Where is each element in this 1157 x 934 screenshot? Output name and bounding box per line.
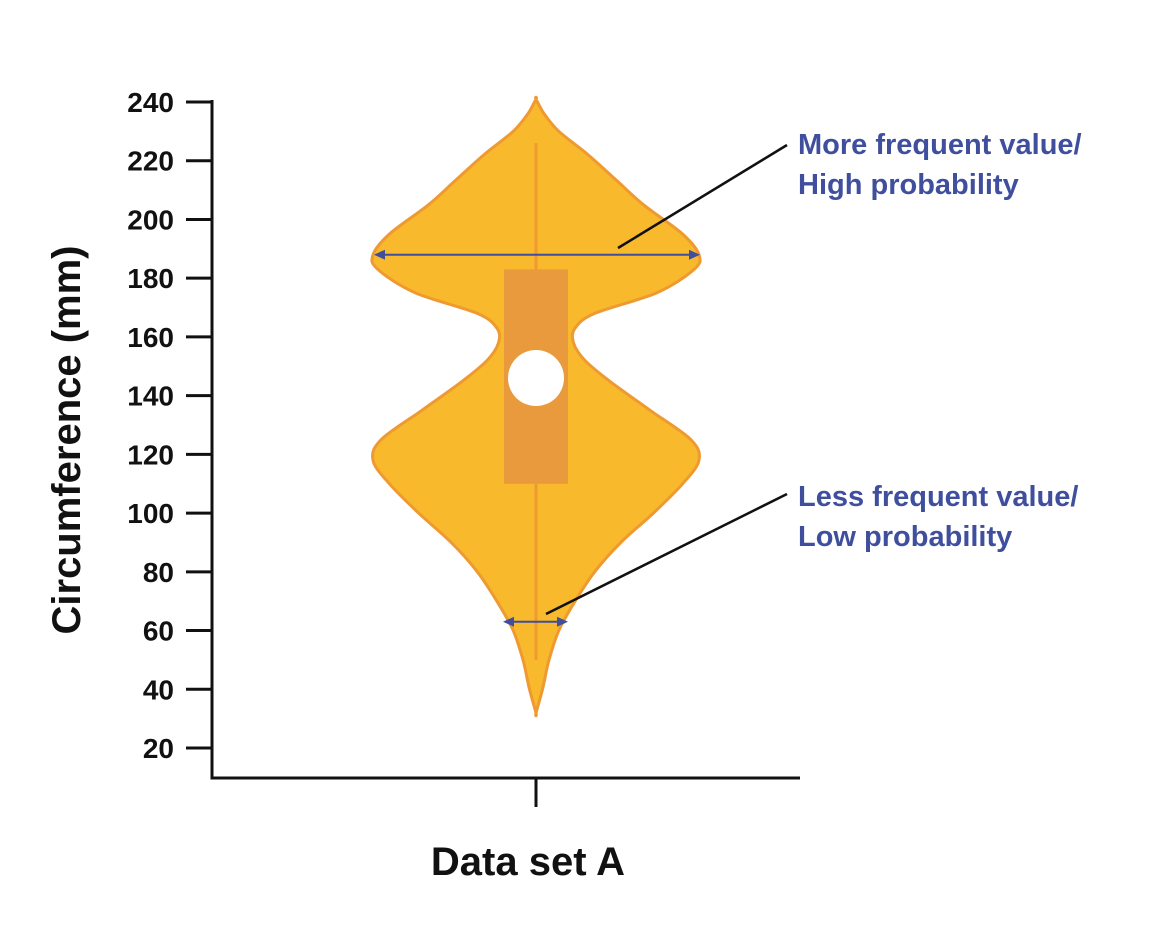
- leader-line-high: [617, 143, 788, 250]
- annotation-high-line2: High probability: [798, 169, 1019, 201]
- y-tick-label: 160: [127, 322, 174, 353]
- median-dot: [508, 350, 564, 407]
- arrow-head-right: [689, 249, 700, 260]
- y-tick-label: 100: [127, 498, 174, 529]
- leader-line-low: [545, 492, 788, 616]
- arrow-head-left: [374, 249, 385, 260]
- violin-group: [370, 95, 702, 718]
- y-tick-label: 40: [143, 674, 174, 705]
- arrow-head-right: [557, 616, 568, 627]
- annotation-high-line1: More frequent value/: [798, 129, 1082, 161]
- y-tick-label: 80: [143, 557, 174, 588]
- y-tick-label: 120: [127, 439, 174, 470]
- annotation-low-line2: Low probability: [798, 521, 1012, 553]
- y-tick-label: 60: [143, 616, 174, 647]
- arrow-high-probability: [374, 249, 700, 260]
- annotation-low-line1: Less frequent value/: [798, 481, 1078, 513]
- y-tick-label: 140: [127, 381, 174, 412]
- x-category-label: Data set A: [431, 840, 625, 884]
- y-tick-label: 20: [143, 733, 174, 764]
- y-tick-label: 240: [127, 87, 174, 118]
- y-axis-title: Circumference (mm): [45, 245, 89, 634]
- y-tick-label: 220: [127, 146, 174, 177]
- y-tick-label: 180: [127, 263, 174, 294]
- annotations: More frequent value/ High probability Le…: [545, 129, 1082, 616]
- arrow-head-left: [503, 616, 514, 627]
- y-axis-ticks: 20 40 60 80 100 120 140 160 180 200 220 240: [127, 87, 212, 764]
- y-tick-label: 200: [127, 204, 174, 235]
- arrow-low-probability: [503, 616, 568, 627]
